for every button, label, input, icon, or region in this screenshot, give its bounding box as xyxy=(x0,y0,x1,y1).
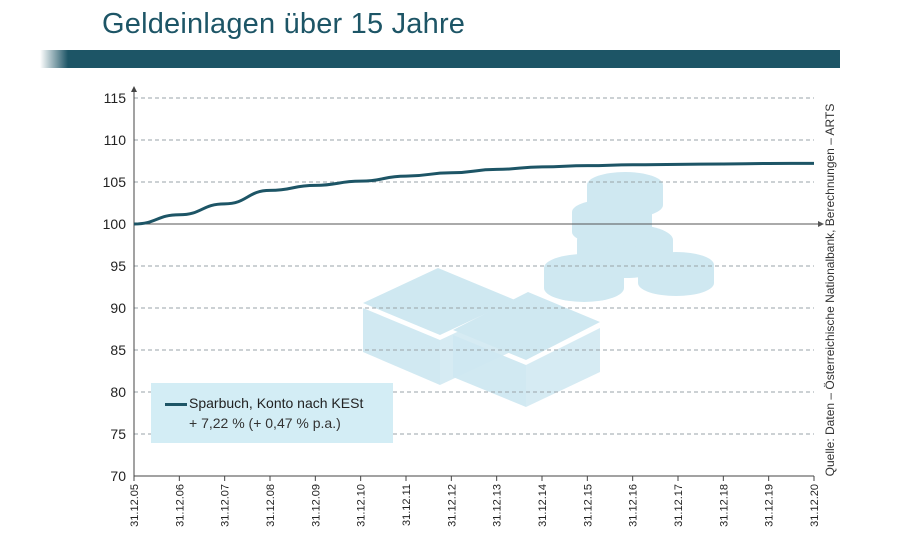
y-tick-label: 90 xyxy=(110,300,126,316)
chart-axes xyxy=(131,86,824,481)
series-line xyxy=(133,161,815,226)
chart-title: Geldeinlagen über 15 Jahre xyxy=(102,8,466,40)
title-accent-bar xyxy=(40,50,840,68)
y-tick-label: 115 xyxy=(104,90,127,106)
x-tick-label: 31.12.20 xyxy=(809,484,821,527)
x-tick-label: 31.12.13 xyxy=(492,484,504,527)
x-tick-label: 31.12.15 xyxy=(582,484,594,527)
x-tick-label: 31.12.09 xyxy=(310,484,322,527)
legend: Sparbuch, Konto nach KESt + 7,22 % (+ 0,… xyxy=(151,383,393,443)
legend-swatch xyxy=(165,403,187,406)
x-tick-label: 31.12.11 xyxy=(401,484,413,526)
x-tick-label: 31.12.14 xyxy=(537,484,549,527)
y-tick-label: 100 xyxy=(103,216,127,232)
y-axis-arrow xyxy=(131,86,137,92)
chart-grid xyxy=(134,97,814,435)
legend-series-name: Sparbuch, Konto nach KESt xyxy=(189,395,364,411)
series-lines xyxy=(133,161,815,226)
baseline-arrow xyxy=(818,221,824,227)
x-tick-label: 31.12.18 xyxy=(718,484,730,527)
money-and-coins-illustration xyxy=(363,172,714,407)
x-tick-label: 31.12.16 xyxy=(628,484,640,527)
source-text: Quelle: Daten – Österreichische National… xyxy=(823,103,837,476)
y-tick-label: 75 xyxy=(110,426,126,442)
x-tick-label: 31.12.07 xyxy=(220,484,232,527)
x-tick-label: 31.12.10 xyxy=(356,484,368,527)
x-tick-label: 31.12.12 xyxy=(446,484,458,527)
y-tick-labels: 70 75 80 85 90 95 100 105 110 115 xyxy=(103,90,127,484)
y-tick-label: 110 xyxy=(104,132,127,148)
x-tick-label: 31.12.05 xyxy=(129,484,141,527)
x-tick-label: 31.12.08 xyxy=(265,484,277,527)
y-tick-label: 85 xyxy=(110,342,126,358)
x-tick-label: 31.12.19 xyxy=(764,484,776,527)
source-note: Quelle: Daten – Österreichische National… xyxy=(820,102,840,477)
legend-series-value: + 7,22 % (+ 0,47 % p.a.) xyxy=(189,415,341,431)
x-tick-label: 31.12.17 xyxy=(673,484,685,527)
y-tick-label: 70 xyxy=(110,468,126,484)
x-tick-labels: 31.12.05 31.12.06 31.12.07 31.12.08 31.12.09… xyxy=(129,484,821,527)
y-tick-label: 105 xyxy=(103,174,127,190)
y-tick-label: 80 xyxy=(110,384,126,400)
x-tick-label: 31.12.06 xyxy=(174,484,186,527)
y-tick-label: 95 xyxy=(110,258,126,274)
